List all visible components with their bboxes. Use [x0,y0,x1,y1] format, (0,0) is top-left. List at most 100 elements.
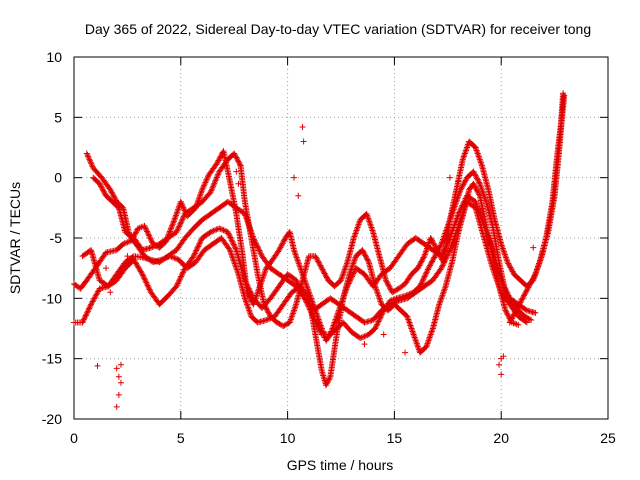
data-point [143,279,150,286]
data-point [97,182,104,189]
data-point [230,240,237,247]
series-track-5 [79,198,530,326]
data-point [213,175,220,182]
data-point [387,285,394,292]
data-point [523,288,530,295]
data-point [394,298,401,305]
data-point [107,289,114,296]
data-point [423,269,430,276]
data-point [496,361,503,368]
data-point [459,184,466,191]
data-point [323,380,330,387]
data-point [177,220,184,227]
data-point [474,188,481,195]
data-point [498,371,505,378]
data-point [374,319,381,326]
data-point [513,306,520,313]
data-point [518,296,525,303]
data-point [235,158,242,165]
data-point [113,365,120,372]
data-point [523,319,530,326]
data-point [429,257,436,264]
data-point [215,171,222,178]
data-point [422,272,429,279]
data-point [179,270,186,277]
data-point [318,265,325,272]
data-point [471,182,478,189]
data-point [522,289,529,296]
data-point [175,279,182,286]
data-point [318,263,325,270]
data-point [462,177,469,184]
data-point [110,193,117,200]
data-point [190,253,197,260]
data-point [145,231,152,238]
data-point [82,312,89,319]
data-point [221,227,228,234]
data-point [195,241,202,248]
data-point [316,261,323,268]
data-point [210,183,217,190]
data-point [510,312,517,319]
data-point [431,241,438,248]
data-point [386,283,393,290]
data-point [522,318,529,325]
data-point [81,315,88,322]
data-point [470,180,477,187]
data-point [124,239,131,246]
data-point [509,268,516,275]
data-point [211,227,218,234]
data-point [441,258,448,265]
data-point [295,281,302,288]
x-tick-labels: 0 5 10 15 20 25 [70,430,616,446]
data-point [320,267,327,274]
data-point [80,316,87,323]
data-point [416,262,423,269]
data-point [257,250,264,257]
data-point [193,246,200,253]
data-point [384,281,391,288]
data-point [280,239,287,246]
data-point [103,265,110,272]
data-point [80,318,87,325]
data-point [372,324,379,331]
data-point [108,188,115,195]
data-point [531,272,538,279]
data-point [236,161,243,168]
data-point [522,306,529,313]
data-point [375,318,382,325]
data-point [293,278,300,285]
data-point [326,375,333,382]
data-point [249,292,256,299]
data-point [167,253,174,260]
y-axis-label: SDTVAR / TECUs [7,182,23,294]
data-point [176,223,183,230]
y-tick-label: 5 [54,109,62,125]
data-point [248,291,255,298]
data-point [380,331,387,338]
data-point [208,186,215,193]
y-tick-label: -20 [42,411,62,427]
data-point [511,311,518,318]
data-point [518,298,525,305]
data-point [513,307,520,314]
data-point [420,254,427,261]
data-point [372,325,379,332]
data-point [315,259,322,266]
data-point [196,240,203,247]
data-point [247,288,254,295]
data-point [385,282,392,289]
data-point [144,282,151,289]
data-point [208,187,215,194]
data-point [110,192,117,199]
x-tick-label: 0 [70,430,78,446]
data-point [299,289,306,296]
data-point [141,276,148,283]
data-point [316,325,323,332]
data-point [358,334,365,341]
data-point [508,267,515,274]
data-point [225,245,232,252]
data-point [376,315,383,322]
data-point [247,289,254,296]
